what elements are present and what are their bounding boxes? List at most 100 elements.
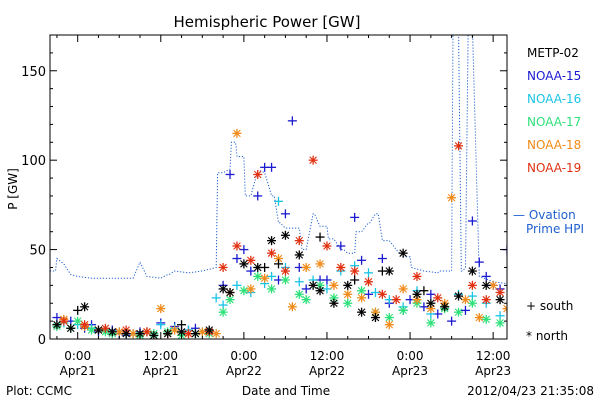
- point-noaa-18: [516, 317, 525, 326]
- point-noaa-15: [336, 241, 346, 251]
- x-tick-date: Apr22: [226, 364, 262, 378]
- point-metp-02: [509, 304, 518, 313]
- point-noaa-15: [232, 254, 242, 264]
- point-south: [177, 320, 187, 330]
- point-noaa-15: [474, 257, 484, 267]
- point-noaa-18: [260, 273, 270, 283]
- point-noaa-18: [460, 295, 470, 305]
- point-noaa-15: [516, 277, 525, 286]
- point-noaa-19: [322, 241, 332, 251]
- point-noaa-16: [558, 274, 567, 283]
- point-noaa-17: [253, 271, 263, 281]
- point-metp-02: [149, 330, 159, 339]
- point-noaa-18: [398, 284, 408, 294]
- point-noaa-15: [364, 289, 374, 299]
- point-metp-02: [93, 325, 103, 335]
- x-axis-label: Date and Time: [242, 384, 330, 398]
- point-metp-02: [107, 327, 117, 337]
- point-noaa-15: [460, 305, 470, 315]
- point-noaa-19: [294, 236, 304, 246]
- point-noaa-17: [558, 275, 567, 284]
- point-metp-02: [343, 280, 353, 290]
- y-axis-label: P [GW]: [6, 168, 20, 210]
- point-metp-02: [308, 280, 318, 290]
- data-markers: [52, 116, 567, 339]
- marker-legend-item: * north: [526, 329, 568, 343]
- point-noaa-15: [447, 316, 457, 326]
- point-noaa-19: [509, 308, 518, 317]
- point-noaa-15: [239, 245, 249, 255]
- point-noaa-16: [322, 284, 332, 294]
- legend-item: NOAA-18: [527, 138, 581, 152]
- x-tick-date: Apr21: [60, 364, 96, 378]
- point-noaa-18: [551, 193, 560, 202]
- point-metp-02: [66, 323, 76, 333]
- x-tick-time: 12:00: [476, 349, 511, 363]
- point-noaa-18: [232, 128, 242, 138]
- point-metp-02: [495, 295, 505, 305]
- point-noaa-15: [246, 266, 256, 276]
- plot-frame: [49, 34, 508, 340]
- point-noaa-15: [509, 302, 518, 311]
- point-noaa-19: [412, 271, 422, 281]
- point-noaa-15: [377, 254, 387, 264]
- point-metp-02: [163, 329, 173, 339]
- marker-legend: + south * north: [526, 299, 573, 343]
- point-metp-02: [440, 302, 450, 312]
- point-metp-02: [225, 288, 235, 298]
- point-metp-02: [121, 329, 131, 339]
- point-south: [350, 275, 360, 285]
- point-noaa-17: [454, 307, 464, 317]
- point-south: [274, 259, 283, 269]
- point-noaa-19: [232, 241, 242, 251]
- point-metp-02: [294, 250, 304, 260]
- point-noaa-19: [308, 155, 318, 165]
- plot-credit: Plot: CCMC: [6, 384, 72, 398]
- y-tick-label: 50: [29, 244, 46, 259]
- ovation-label-line1: — Ovation: [513, 208, 576, 222]
- point-metp-02: [218, 284, 228, 294]
- point-noaa-16: [267, 271, 277, 281]
- point-noaa-19: [280, 266, 290, 276]
- point-noaa-17: [301, 295, 311, 305]
- point-noaa-17: [509, 320, 518, 329]
- point-noaa-16: [156, 320, 166, 330]
- point-noaa-19: [530, 249, 539, 258]
- point-south: [315, 232, 325, 242]
- point-noaa-18: [315, 259, 325, 269]
- point-metp-02: [239, 259, 249, 269]
- x-tick-date: Apr23: [475, 364, 511, 378]
- point-metp-02: [412, 289, 422, 299]
- point-noaa-19: [433, 293, 443, 303]
- y-axis: 0 50 100 150: [21, 52, 507, 348]
- y-tick-label: 0: [38, 333, 46, 348]
- point-noaa-19: [350, 266, 360, 276]
- point-metp-02: [80, 302, 90, 312]
- point-noaa-17: [426, 318, 436, 328]
- chart-title: Hemispheric Power [GW]: [174, 13, 361, 31]
- point-noaa-18: [301, 262, 311, 272]
- plot-timestamp: 2012/04/23 21:35:08: [467, 384, 594, 398]
- point-noaa-17: [495, 318, 505, 328]
- point-noaa-15: [280, 209, 290, 219]
- x-tick-time: 0:00: [397, 349, 424, 363]
- point-noaa-19: [454, 141, 464, 151]
- point-noaa-18: [156, 304, 166, 314]
- x-tick-date: Apr22: [309, 364, 345, 378]
- point-noaa-19: [59, 316, 69, 326]
- point-noaa-19: [336, 262, 346, 272]
- point-metp-02: [190, 329, 200, 339]
- y-tick-label: 150: [21, 65, 46, 80]
- point-noaa-19: [377, 289, 387, 299]
- ovation-hpi-line: [50, 35, 507, 285]
- point-noaa-16: [370, 288, 380, 298]
- point-metp-02: [398, 248, 408, 258]
- point-noaa-16: [551, 281, 560, 290]
- point-metp-02: [426, 298, 436, 308]
- point-south: [73, 305, 83, 315]
- x-tick-date: Apr23: [392, 364, 428, 378]
- point-noaa-15: [350, 212, 360, 222]
- point-noaa-18: [170, 325, 180, 335]
- point-noaa-18: [537, 290, 546, 299]
- point-metp-02: [52, 320, 62, 330]
